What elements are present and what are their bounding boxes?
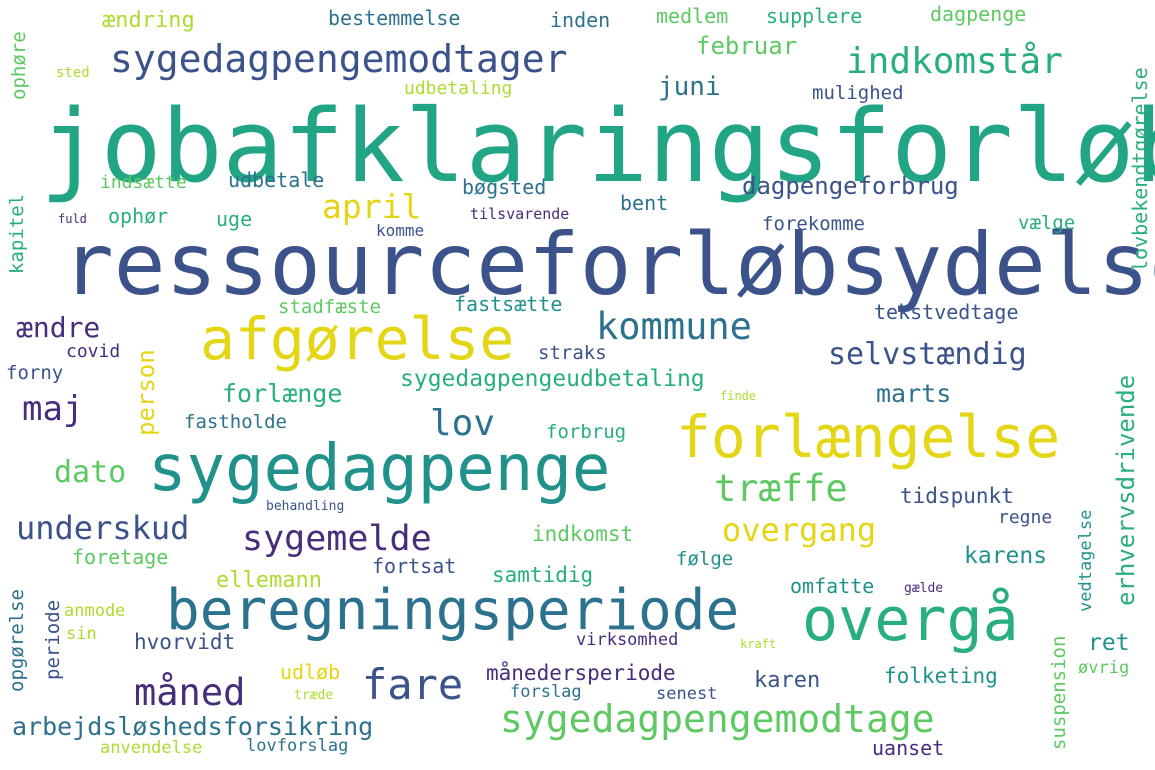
- word-sygemelde: sygemelde: [242, 519, 432, 559]
- word-finde: finde: [720, 389, 757, 403]
- word-indsaette: indsætte: [100, 172, 187, 193]
- word-jobafklaringsforloeb: jobafklaringsforløb: [40, 87, 1155, 205]
- word-aendring: ændring: [102, 8, 195, 33]
- word-komme: komme: [376, 221, 425, 240]
- word-juni: juni: [658, 72, 721, 102]
- word-aendre: ændre: [16, 311, 101, 344]
- word-overgang: overgang: [722, 511, 877, 549]
- word-gaelde: gælde: [904, 581, 944, 596]
- word-anvendelse: anvendelse: [100, 738, 203, 758]
- word-periode: periode: [42, 599, 64, 680]
- word-senest: senest: [656, 684, 718, 704]
- word-underskud: underskud: [16, 509, 190, 547]
- word-fare: fare: [362, 660, 464, 709]
- word-suspension: suspension: [1048, 635, 1070, 750]
- word-stadfaeste: stadfæste: [278, 296, 381, 318]
- word-ophoer: ophør: [108, 204, 169, 228]
- word-indkomst: indkomst: [532, 522, 634, 546]
- word-medlem: medlem: [656, 4, 729, 28]
- word-fastholde: fastholde: [184, 411, 287, 433]
- word-supplere: supplere: [766, 4, 863, 28]
- word-indkomstaar: indkomstår: [846, 41, 1063, 82]
- word-lovforslag: lovforslag: [246, 736, 349, 756]
- word-dato: dato: [54, 455, 127, 490]
- word-ret: ret: [1088, 630, 1130, 656]
- word-beregningsperiode: beregningsperiode: [166, 578, 740, 643]
- word-regne: regne: [998, 507, 1053, 528]
- word-person: person: [132, 349, 160, 436]
- word-arbejdsloeshedsforsikring: arbejdsløshedsforsikring: [12, 712, 374, 741]
- word-april: april: [322, 187, 422, 226]
- word-forlaengelse: forlængelse: [676, 403, 1061, 471]
- word-lovbekendtgoerelse: lovbekendtgørelse: [1128, 67, 1152, 272]
- word-sygedagpengeudbetaling: sygedagpengeudbetaling: [400, 366, 705, 392]
- word-kraft: kraft: [740, 637, 777, 651]
- word-overgaa: overgå: [802, 585, 1019, 655]
- word-februar: februar: [696, 32, 798, 60]
- word-erhvervsdrivende: erhvervsdrivende: [1112, 374, 1140, 606]
- word-boegsted: bøgsted: [462, 175, 547, 199]
- word-tilsvarende: tilsvarende: [470, 205, 570, 223]
- word-foretage: foretage: [72, 545, 169, 569]
- word-lov: lov: [430, 403, 496, 444]
- word-sygedagpenge: sygedagpenge: [148, 432, 611, 506]
- word-mulighed: mulighed: [812, 82, 904, 104]
- word-tidspunkt: tidspunkt: [900, 484, 1014, 508]
- word-forny: forny: [6, 362, 64, 384]
- word-maanedersperiode: månedersperiode: [486, 661, 676, 685]
- word-anmode: anmode: [64, 601, 126, 621]
- word-ressourceforloebsydelse: ressourceforløbsydelse: [62, 215, 1155, 315]
- word-traeffe: træffe: [714, 467, 848, 510]
- word-udbetaling: udbetaling: [404, 78, 513, 99]
- word-samtidig: samtidig: [492, 563, 594, 587]
- word-ellemann: ellemann: [216, 568, 322, 593]
- word-omfatte: omfatte: [790, 574, 875, 598]
- word-udloeb: udløb: [280, 660, 341, 684]
- word-ophoere: ophøre: [8, 31, 30, 100]
- word-sin: sin: [66, 624, 97, 644]
- word-sted: sted: [56, 65, 90, 81]
- word-behandling: behandling: [266, 499, 345, 514]
- word-traede: træde: [294, 688, 334, 703]
- word-bent: bent: [620, 191, 669, 215]
- word-selvstaendig: selvstændig: [828, 337, 1027, 372]
- word-kapitel: kapitel: [6, 193, 28, 274]
- word-opgoerelse: opgørelse: [6, 589, 28, 692]
- word-sygedagpengemodtage: sygedagpengemodtage: [500, 697, 935, 741]
- word-uge: uge: [216, 207, 253, 231]
- word-kommune: kommune: [596, 305, 752, 348]
- word-forbrug: forbrug: [546, 421, 627, 443]
- word-inden: inden: [550, 8, 611, 32]
- word-maaned: måned: [134, 671, 246, 714]
- word-tekstvedtage: tekstvedtage: [874, 300, 1019, 324]
- word-fuld: fuld: [58, 212, 87, 226]
- word-maj: maj: [22, 389, 84, 429]
- word-dagpengeforbrug: dagpengeforbrug: [742, 172, 959, 200]
- word-karen: karen: [754, 668, 821, 693]
- word-forslag: forslag: [510, 682, 582, 702]
- word-vaelge: vælge: [1018, 212, 1076, 234]
- word-sygedagpengemodtager: sygedagpengemodtager: [110, 37, 568, 81]
- word-vedtagelse: vedtagelse: [1076, 509, 1096, 612]
- word-virksomhed: virksomhed: [576, 630, 679, 650]
- word-kommune-lov-straks: straks: [538, 342, 607, 364]
- word-forlaenge: forlænge: [222, 379, 343, 408]
- word-udbetale: udbetale: [228, 168, 325, 192]
- word-fortsat: fortsat: [372, 554, 457, 578]
- word-covid: covid: [66, 341, 121, 362]
- word-bestemmelse: bestemmelse: [328, 6, 461, 30]
- word-afgoerelse: afgørelse: [200, 305, 515, 373]
- word-dagpenge: dagpenge: [930, 2, 1027, 26]
- word-karens: karens: [964, 543, 1048, 569]
- word-oevrig: øvrig: [1078, 658, 1130, 678]
- word-forekomme: forekomme: [762, 213, 865, 235]
- word-foelge: følge: [676, 548, 734, 570]
- word-folketing: folketing: [884, 664, 998, 688]
- word-fastsaette: fastsætte: [454, 292, 563, 316]
- word-hvorvidt: hvorvidt: [134, 630, 236, 654]
- word-uanset: uanset: [872, 736, 945, 760]
- word-marts: marts: [876, 379, 952, 408]
